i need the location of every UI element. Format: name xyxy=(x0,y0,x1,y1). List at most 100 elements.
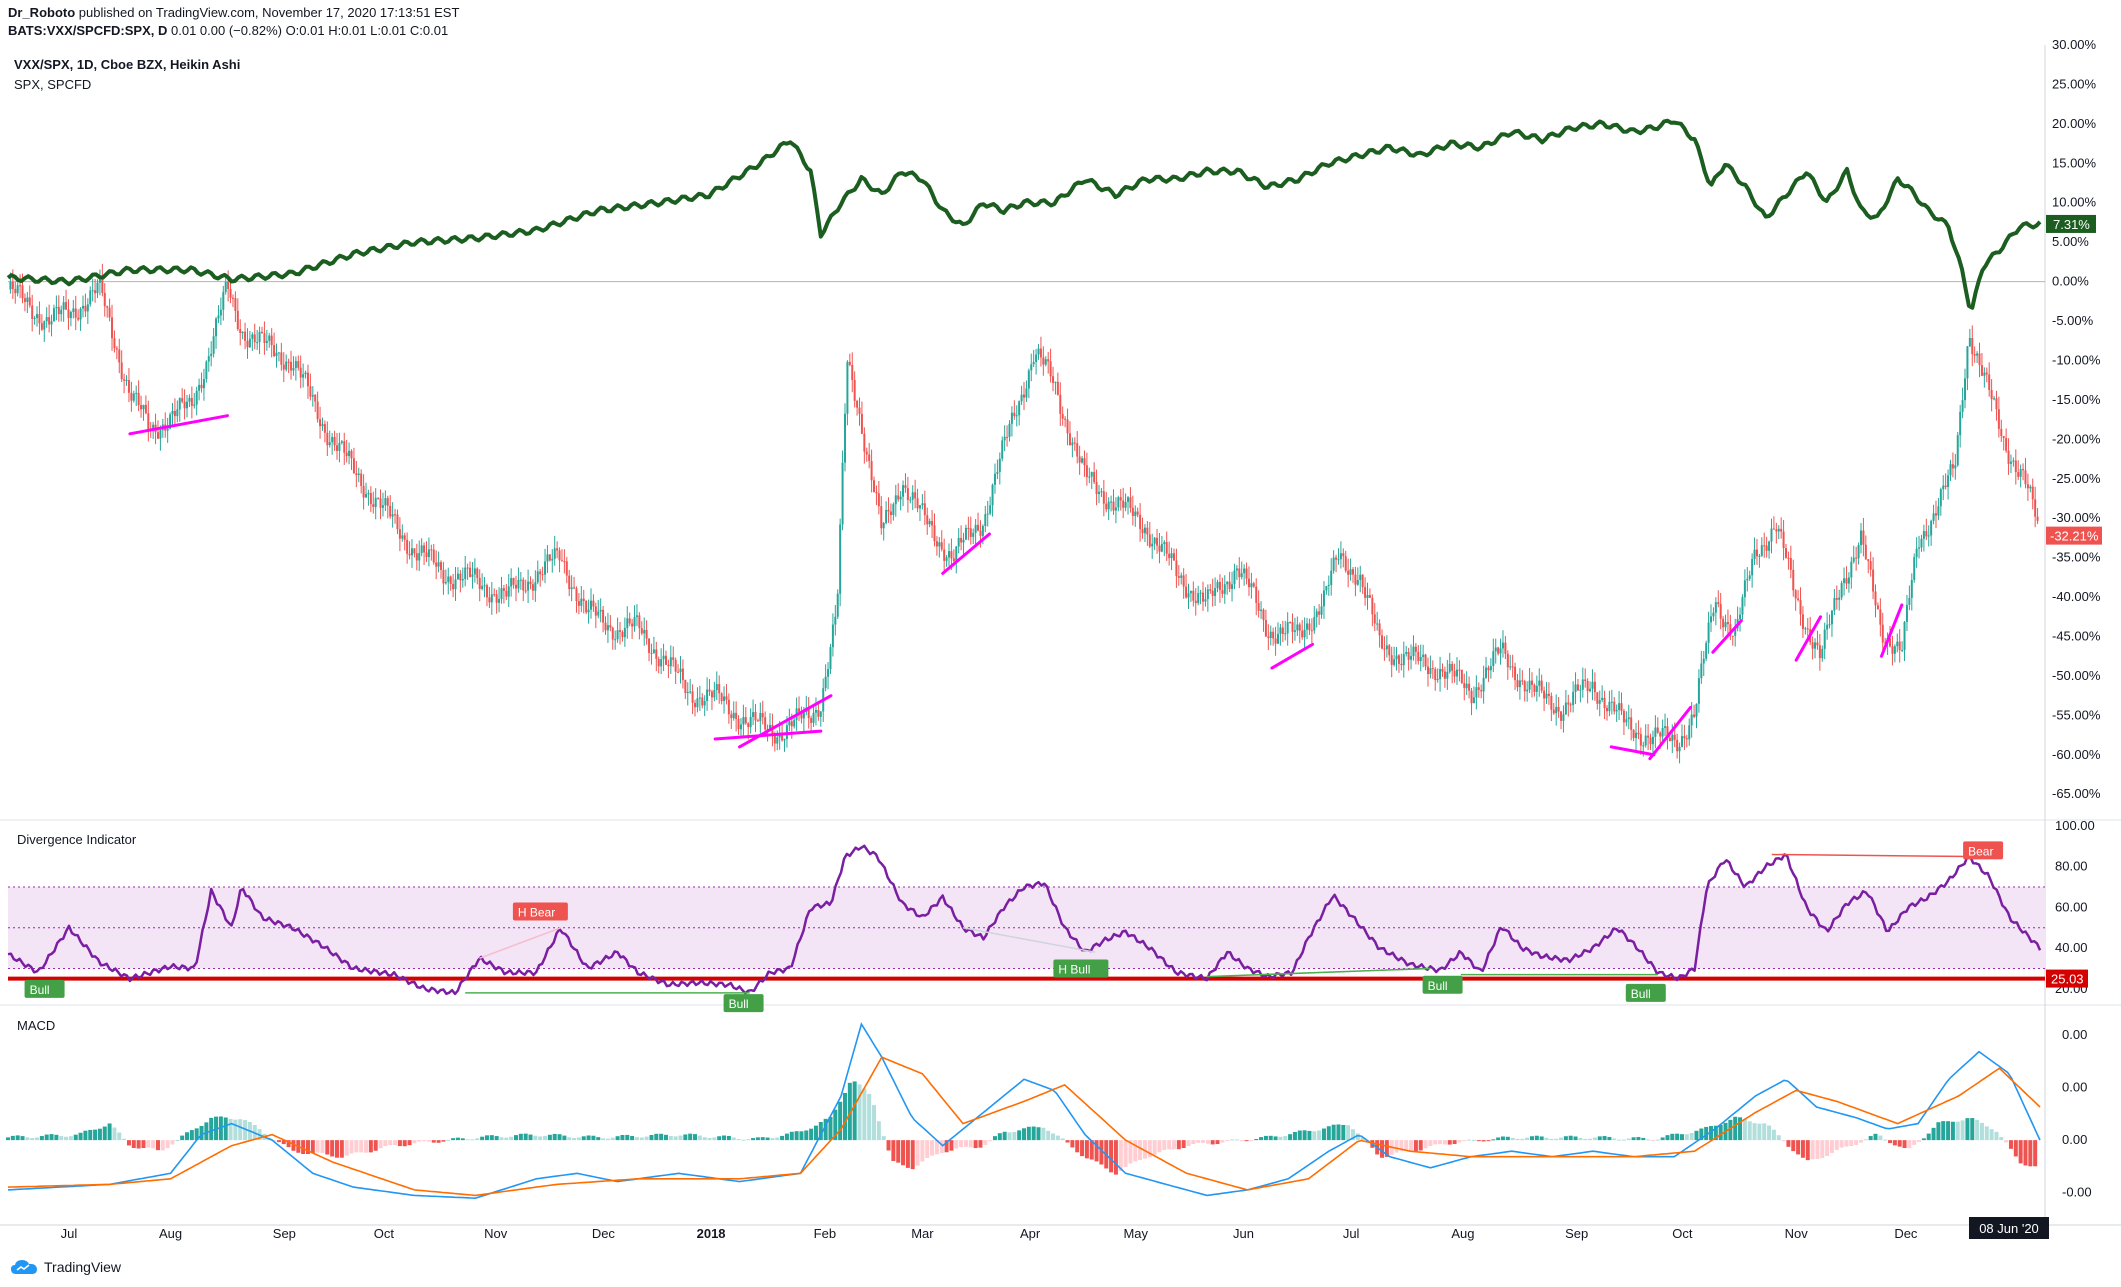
macd-histogram-bar xyxy=(1762,1123,1767,1141)
candle-body xyxy=(188,397,191,402)
candle-body xyxy=(328,442,331,446)
macd-histogram-bar xyxy=(1433,1140,1438,1145)
candle-body xyxy=(285,361,288,370)
candle-body xyxy=(394,514,397,516)
macd-histogram-bar xyxy=(1767,1125,1772,1141)
candle-body xyxy=(1838,597,1841,600)
author-name[interactable]: Dr_Roboto xyxy=(8,5,76,20)
main-axis-tick: -50.00% xyxy=(2052,668,2101,683)
candle-body xyxy=(1956,435,1959,466)
candle-body xyxy=(212,336,215,354)
macd-pane-title[interactable]: MACD xyxy=(17,1018,56,1033)
macd-histogram-bar xyxy=(325,1140,330,1155)
candle-body xyxy=(16,285,19,294)
macd-histogram-bar xyxy=(1452,1140,1457,1145)
candle-body xyxy=(1247,578,1250,588)
candle-body xyxy=(1216,581,1219,589)
macd-histogram-bar xyxy=(1999,1137,2004,1141)
macd-histogram-bar xyxy=(1515,1138,1520,1141)
macd-histogram-bar xyxy=(1936,1122,1941,1141)
macd-histogram-bar xyxy=(1176,1140,1181,1150)
candle-body xyxy=(1637,732,1640,735)
candle-body xyxy=(1586,681,1589,692)
macd-histogram-bar xyxy=(209,1117,214,1141)
candle-body xyxy=(77,317,80,320)
candle-body xyxy=(169,414,172,429)
candle-body xyxy=(527,581,530,591)
candle-body xyxy=(1898,641,1901,651)
candle-body xyxy=(1564,702,1567,715)
macd-axis-tick: -0.00 xyxy=(2062,1185,2092,1200)
compare-series-legend[interactable]: SPX, SPCFD xyxy=(14,77,92,92)
candle-body xyxy=(447,576,450,583)
candle-body xyxy=(633,617,636,627)
macd-histogram-bar xyxy=(1839,1140,1844,1148)
candle-body xyxy=(500,588,503,599)
candle-body xyxy=(36,314,39,319)
candle-body xyxy=(1598,700,1601,704)
candle-body xyxy=(1889,638,1892,647)
candle-body xyxy=(1980,365,1983,376)
candle-body xyxy=(183,401,186,409)
bull-label-box xyxy=(1422,975,1463,994)
candle-body xyxy=(1993,398,1996,400)
candle-body xyxy=(1705,642,1708,659)
candle-body xyxy=(120,362,123,380)
candle-body xyxy=(1908,597,1911,605)
candle-body xyxy=(50,321,53,325)
candle-body xyxy=(369,493,372,505)
main-series-legend[interactable]: VXX/SPX, 1D, Cboe BZX, Heikin Ashi xyxy=(14,57,241,72)
main-axis-tick: 15.00% xyxy=(2052,155,2097,170)
candle-body xyxy=(476,568,479,578)
candle-body xyxy=(418,553,421,561)
candle-body xyxy=(1901,649,1904,651)
macd-histogram-bar xyxy=(983,1140,988,1146)
candle-body xyxy=(1090,472,1093,477)
candle-body xyxy=(171,410,174,415)
macd-histogram-bar xyxy=(1167,1140,1172,1150)
candle-body xyxy=(1610,701,1613,703)
candle-body xyxy=(1589,688,1592,692)
macd-histogram-bar xyxy=(1288,1134,1293,1141)
candle-body xyxy=(957,537,960,547)
candle-body xyxy=(587,609,590,613)
candle-body xyxy=(991,484,994,506)
candle-body xyxy=(1613,701,1616,712)
candle-body xyxy=(1673,734,1676,740)
main-axis-tick: 20.00% xyxy=(2052,116,2097,131)
macd-histogram-bar xyxy=(901,1140,906,1166)
candle-body xyxy=(935,541,938,547)
main-axis-tick: -65.00% xyxy=(2052,786,2101,801)
candle-body xyxy=(1734,628,1737,636)
candle-body xyxy=(1932,513,1935,521)
candle-body xyxy=(1891,646,1894,654)
candle-body xyxy=(1690,714,1693,726)
macd-histogram-bar xyxy=(688,1133,693,1141)
divergence-pane-title[interactable]: Divergence Indicator xyxy=(17,832,137,847)
candle-body xyxy=(1826,624,1829,630)
tradingview-brand[interactable]: TradingView xyxy=(10,1258,121,1276)
macd-histogram-bar xyxy=(1776,1135,1781,1141)
candle-body xyxy=(471,574,474,577)
candle-body xyxy=(1112,501,1115,511)
candle-body xyxy=(1920,538,1923,548)
divergence-connector xyxy=(1206,967,1431,978)
candle-body xyxy=(785,725,788,739)
candle-body xyxy=(737,718,740,730)
macd-histogram-bar xyxy=(480,1136,485,1141)
candle-body xyxy=(2029,486,2032,489)
time-axis-tick: Oct xyxy=(374,1226,395,1241)
candle-body xyxy=(1801,614,1804,630)
candle-body xyxy=(345,452,348,457)
candle-body xyxy=(1003,436,1006,441)
candle-body xyxy=(870,461,873,481)
main-axis-tick: -30.00% xyxy=(2052,510,2101,525)
main-axis-tick: -45.00% xyxy=(2052,628,2101,643)
candle-body xyxy=(1516,680,1519,688)
candle-body xyxy=(94,290,97,294)
macd-histogram-bar xyxy=(1704,1126,1709,1141)
candle-body xyxy=(761,713,764,718)
candle-body xyxy=(790,721,793,727)
macd-histogram-bar xyxy=(189,1130,194,1141)
